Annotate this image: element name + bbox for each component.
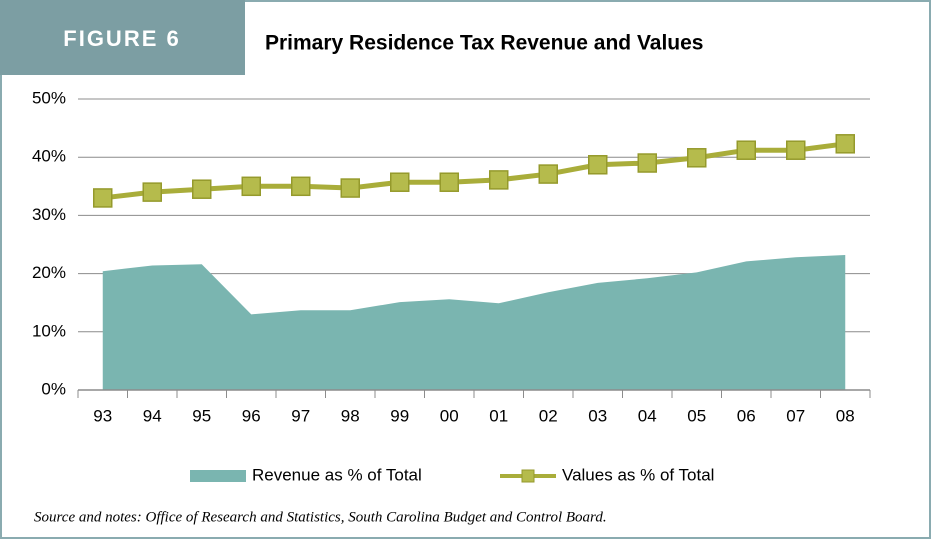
- marker: [786, 140, 806, 160]
- marker: [192, 179, 212, 199]
- x-tick-label: 99: [390, 406, 409, 425]
- marker: [835, 134, 855, 154]
- legend-swatch: [190, 470, 246, 482]
- y-tick-label: 20%: [32, 263, 66, 282]
- x-tick-label: 04: [638, 406, 657, 425]
- marker: [142, 182, 162, 202]
- figure-label-box: [0, 0, 245, 75]
- marker: [93, 188, 113, 208]
- x-tick-label: 95: [192, 406, 211, 425]
- x-tick-label: 03: [588, 406, 607, 425]
- line: [102, 141, 846, 201]
- x-tick-label: 05: [687, 406, 706, 425]
- legend-marker: [521, 469, 535, 483]
- x-tick-label: 96: [242, 406, 261, 425]
- x-tick-label: 07: [786, 406, 805, 425]
- marker: [687, 148, 707, 168]
- x-tick-label: 02: [539, 406, 558, 425]
- x-tick-label: 01: [489, 406, 508, 425]
- marker: [538, 164, 558, 184]
- marker: [588, 155, 608, 175]
- y-tick-label: 40%: [32, 147, 66, 166]
- y-tick-label: 50%: [32, 88, 66, 107]
- marker: [291, 176, 311, 197]
- marker: [439, 172, 459, 192]
- marker: [241, 176, 261, 197]
- x-tick-label: 94: [143, 406, 162, 425]
- chart-title: Primary Residence Tax Revenue and Values: [265, 32, 704, 55]
- legend-label: Revenue as % of Total: [252, 465, 422, 484]
- marker: [390, 172, 410, 192]
- y-tick-label: 30%: [32, 205, 66, 224]
- x-tick-label: 08: [836, 406, 855, 425]
- y-tick-label: 0%: [41, 379, 66, 398]
- note: Source and notes: Office of Research and…: [34, 509, 607, 525]
- marker: [637, 153, 657, 173]
- x-tick-label: 98: [341, 406, 360, 425]
- x-tick-label: 06: [737, 406, 756, 425]
- figure-label: FIGURE 6: [63, 26, 180, 51]
- x-tick-label: 93: [93, 406, 112, 425]
- marker: [736, 140, 756, 160]
- marker: [340, 178, 360, 198]
- area: [102, 254, 846, 390]
- marker: [489, 170, 509, 190]
- x-tick-label: 00: [440, 406, 459, 425]
- x-tick-label: 97: [291, 406, 310, 425]
- y-tick-label: 10%: [32, 321, 66, 340]
- legend-label: Values as % of Total: [562, 465, 714, 484]
